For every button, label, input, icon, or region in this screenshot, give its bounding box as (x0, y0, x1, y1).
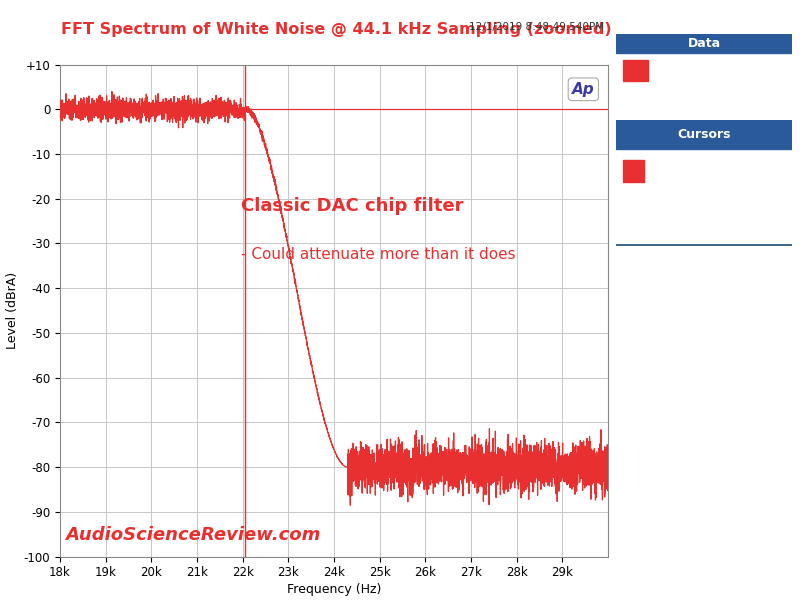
Text: △ Delta: △ Delta (626, 253, 671, 266)
Text: FFT Spectrum of White Noise @ 44.1 kHz Sampling (zoomed): FFT Spectrum of White Noise @ 44.1 kHz S… (61, 22, 611, 36)
Text: AudioScienceReview.com: AudioScienceReview.com (66, 526, 321, 544)
Text: X:257.813: X:257.813 (626, 282, 687, 295)
Text: - Could attenuate more than it does: - Could attenuate more than it does (241, 247, 515, 261)
Bar (616, 34, 792, 54)
Text: Focusrite 2i2 XLR: Focusrite 2i2 XLR (651, 166, 748, 176)
Y-axis label: Level (dBrA): Level (dBrA) (6, 272, 19, 349)
Bar (623, 60, 648, 81)
Text: Y:+115.866: Y:+115.866 (626, 311, 694, 323)
Text: Ap: Ap (572, 82, 594, 97)
Bar (623, 160, 644, 182)
X-axis label: Frequency (Hz): Frequency (Hz) (287, 584, 381, 597)
Text: Cursors: Cursors (678, 128, 730, 141)
Text: Classic DAC chip filter: Classic DAC chip filter (241, 197, 463, 215)
Text: Focusrite 2i2 XLR: Focusrite 2i2 XLR (657, 65, 754, 76)
Text: 12/1/2019 8:48:49.540PM: 12/1/2019 8:48:49.540PM (469, 22, 604, 31)
Text: X:22.0664k: X:22.0664k (626, 200, 694, 213)
Text: Data: Data (687, 37, 721, 50)
Text: Y:-1.793: Y:-1.793 (626, 226, 674, 239)
Bar (616, 120, 792, 149)
